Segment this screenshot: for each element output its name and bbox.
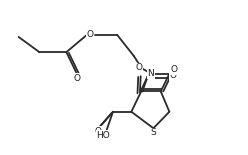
Text: HO: HO bbox=[96, 131, 110, 140]
Text: O: O bbox=[136, 63, 143, 72]
Text: O: O bbox=[171, 65, 178, 74]
Text: S: S bbox=[151, 128, 156, 137]
Text: O: O bbox=[87, 30, 94, 39]
Text: O: O bbox=[95, 127, 102, 136]
Text: O: O bbox=[74, 73, 81, 82]
Text: N: N bbox=[148, 69, 154, 78]
Text: O: O bbox=[170, 71, 177, 80]
